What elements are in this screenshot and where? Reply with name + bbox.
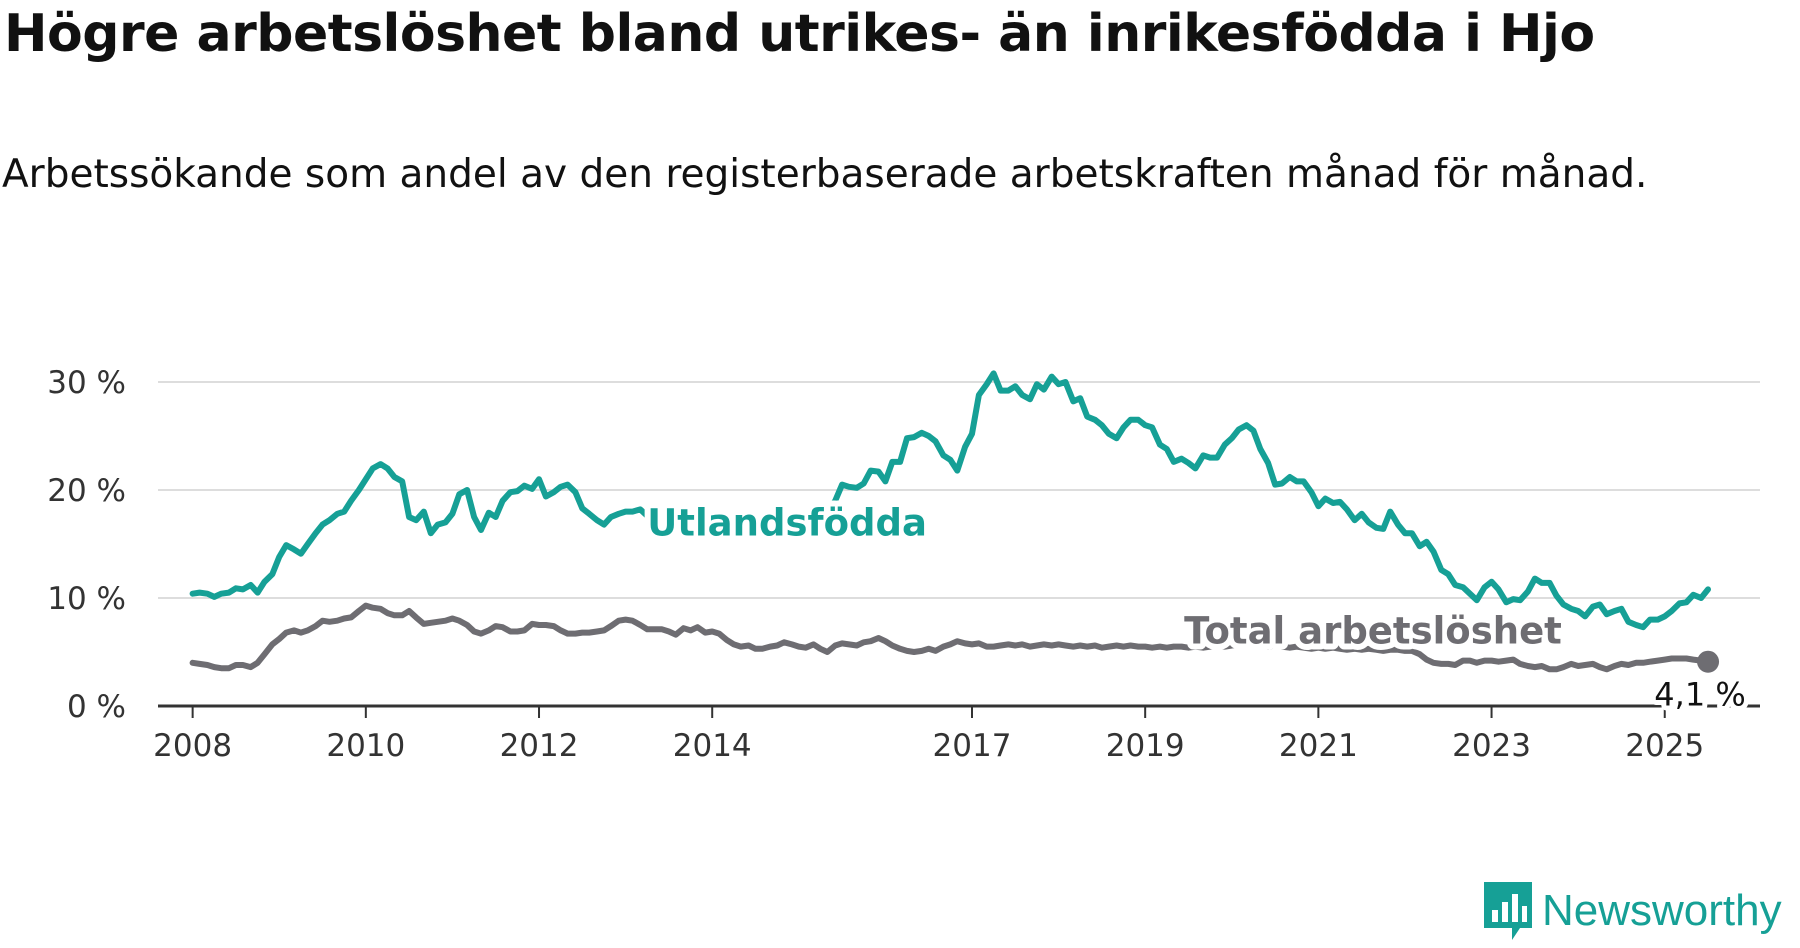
- x-axis-ticks: 2008 2010 2012 2014 2017 2019 2021 2023 2025: [153, 706, 1704, 764]
- x-tick-label: 2012: [500, 728, 579, 764]
- series-line-total: [189, 602, 1711, 673]
- x-tick-label: 2017: [933, 728, 1012, 764]
- x-tick-label: 2025: [1625, 728, 1704, 764]
- x-tick-label: 2008: [153, 728, 232, 764]
- end-value-annotation: 4,1 %4,1 %: [1649, 650, 1751, 719]
- end-value-label-halo: 4,1 %: [1654, 676, 1745, 714]
- series-label: Utlandsfödda: [647, 501, 927, 544]
- y-tick-label: 10 %: [47, 581, 126, 617]
- x-tick-label: 2021: [1279, 728, 1358, 764]
- end-point-marker: [1697, 650, 1720, 673]
- y-tick-label: 30 %: [47, 365, 126, 401]
- chart-subtitle: Arbetssökande som andel av den registerb…: [2, 152, 1648, 197]
- series-label-halo: Total arbetslöshet: [1184, 609, 1562, 652]
- x-tick-label: 2010: [326, 728, 405, 764]
- x-tick-label: 2014: [673, 728, 752, 764]
- grid-lines: [158, 381, 1760, 599]
- series-line-utlandsfodda: [189, 370, 1711, 631]
- line-chart: 0 % 10 % 20 % 30 % UtlandsföddaUtlandsfödda…: [47, 365, 1760, 764]
- series-lines: [189, 370, 1711, 673]
- series-label-halo: Utlandsfödda: [647, 501, 927, 544]
- y-axis-tick-labels: 0 % 10 % 20 % 30 %: [47, 365, 126, 725]
- y-tick-label: 0 %: [67, 689, 126, 725]
- newsworthy-logo: Newsworthy: [1480, 878, 1800, 948]
- y-tick-label: 20 %: [47, 473, 126, 509]
- end-value-label: 4,1 %: [1654, 676, 1745, 714]
- chart-title: Högre arbetslöshet bland utrikes- än inr…: [4, 4, 1595, 64]
- x-tick-label: 2023: [1452, 728, 1531, 764]
- brand-name: Newsworthy: [1542, 886, 1782, 935]
- bar-chart-logo-icon: [1484, 882, 1532, 940]
- series-label: Total arbetslöshet: [1184, 609, 1562, 652]
- x-tick-label: 2019: [1106, 728, 1185, 764]
